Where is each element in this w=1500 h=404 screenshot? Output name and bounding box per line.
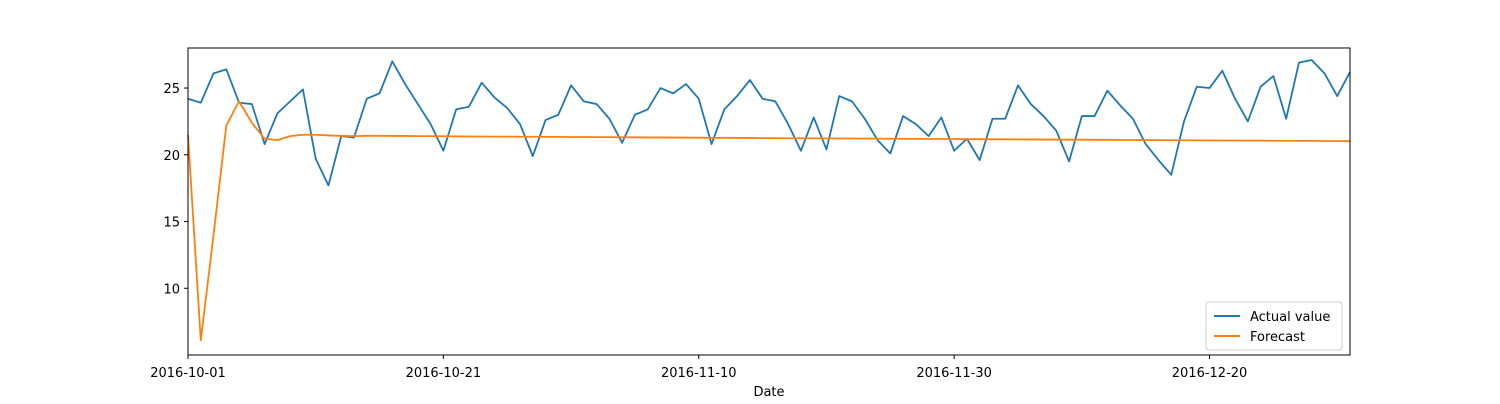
y-tick-label: 10	[163, 282, 180, 297]
x-tick-label: 2016-12-20	[1172, 366, 1248, 381]
legend-frame	[1205, 301, 1343, 351]
series-line-forecast	[187, 100, 1351, 342]
x-axis: 2016-10-01 2016-10-21 2016-11-10 2016-11-30…	[150, 355, 1247, 381]
legend-label: Forecast	[1250, 330, 1305, 345]
series-line-actual-value	[187, 59, 1351, 187]
y-tick-label: 15	[163, 216, 180, 231]
x-tick-label: 2016-10-01	[150, 366, 226, 381]
x-tick-label: 2016-10-21	[406, 366, 482, 381]
x-axis-label: Date	[753, 385, 784, 400]
legend-label: Actual value	[1250, 310, 1330, 325]
y-tick-label: 25	[163, 82, 180, 97]
x-tick-label: 2016-11-30	[916, 366, 992, 381]
series-layer	[187, 59, 1351, 342]
y-tick-label: 20	[163, 149, 180, 164]
legend: Actual value Forecast	[1205, 301, 1343, 351]
y-axis: 10 15 20 25	[163, 82, 188, 297]
axes-frame	[187, 47, 1351, 356]
x-tick-label: 2016-11-10	[661, 366, 737, 381]
